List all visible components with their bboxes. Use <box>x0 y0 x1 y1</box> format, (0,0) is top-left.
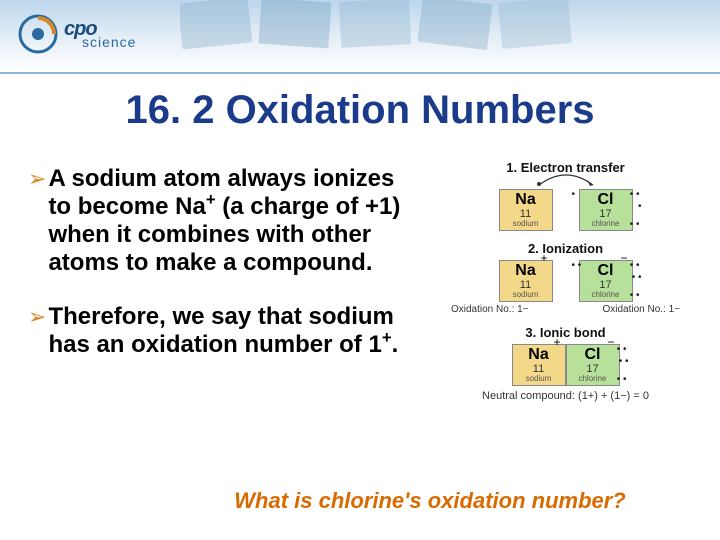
oxidation-labels: Oxidation No.: 1− Oxidation No.: 1− <box>433 304 698 315</box>
na-box: + Na 11 sodium <box>499 260 553 302</box>
na-box: + Na 11 sodium <box>512 344 566 386</box>
elem-name: chlorine <box>580 220 632 228</box>
diagram-step-2-label: 2. Ionization <box>433 241 698 256</box>
elem-symbol: Na <box>513 347 565 363</box>
question-text: What is chlorine's oxidation number? <box>0 488 720 514</box>
logo-text-science: science <box>82 36 136 49</box>
chevron-right-icon: ➢ <box>28 165 46 193</box>
elem-symbol: Cl <box>580 263 632 279</box>
cl-box: • • • • • • Cl 17 chlorine <box>579 189 633 231</box>
bullet-list: ➢ A sodium atom always ionizes to become… <box>28 165 408 385</box>
ox-label-cl: Oxidation No.: 1− <box>602 304 680 315</box>
elem-symbol: Na <box>500 263 552 279</box>
diagram-row-3: + Na 11 sodium − • • • • • • Cl 17 chlor… <box>433 344 698 386</box>
elem-name: chlorine <box>580 291 632 299</box>
elem-name: sodium <box>500 291 552 299</box>
header-band: cpo science <box>0 0 720 74</box>
cl-box: − • • • • • • Cl 17 chlorine <box>566 344 620 386</box>
elem-symbol: Na <box>500 192 552 208</box>
bullet-superscript: + <box>206 190 216 209</box>
diagram-row-1: Na 11 sodium • • • • • • Cl 17 chlorine <box>433 179 698 231</box>
elem-symbol: Cl <box>580 192 632 208</box>
bullet-text-post: . <box>392 331 399 358</box>
logo-swirl-icon <box>16 12 60 56</box>
elem-name: sodium <box>513 375 565 383</box>
na-box: Na 11 sodium <box>499 189 553 231</box>
bullet-text-pre: Therefore, we say that sodium has an oxi… <box>48 303 393 358</box>
ox-label-na: Oxidation No.: 1− <box>451 304 529 315</box>
elem-name: sodium <box>500 220 552 228</box>
cl-box: − • • • • • • • • Cl 17 chlorine <box>579 260 633 302</box>
chevron-right-icon: ➢ <box>28 303 46 331</box>
diagram: 1. Electron transfer Na 11 sodium • • • … <box>433 160 698 402</box>
charge-plus: + <box>553 335 560 349</box>
diagram-footer: Neutral compound: (1+) + (1−) = 0 <box>433 390 698 402</box>
header-decor <box>180 0 720 60</box>
bullet-item: ➢ Therefore, we say that sodium has an o… <box>28 303 408 359</box>
slide-title: 16. 2 Oxidation Numbers <box>0 88 720 133</box>
transfer-arrow-icon <box>531 171 601 187</box>
bullet-item: ➢ A sodium atom always ionizes to become… <box>28 165 408 277</box>
diagram-step-3-label: 3. Ionic bond <box>433 325 698 340</box>
elem-symbol: Cl <box>567 347 619 363</box>
charge-plus: + <box>540 251 547 265</box>
bullet-text: Therefore, we say that sodium has an oxi… <box>48 303 408 359</box>
bullet-text: A sodium atom always ionizes to become N… <box>48 165 408 277</box>
diagram-row-2: + Na 11 sodium − • • • • • • • • Cl 17 c… <box>433 260 698 302</box>
bullet-superscript: + <box>382 328 392 347</box>
logo: cpo science <box>16 12 136 56</box>
charge-minus: − <box>620 251 627 265</box>
charge-minus: − <box>607 335 614 349</box>
elem-name: chlorine <box>567 375 619 383</box>
